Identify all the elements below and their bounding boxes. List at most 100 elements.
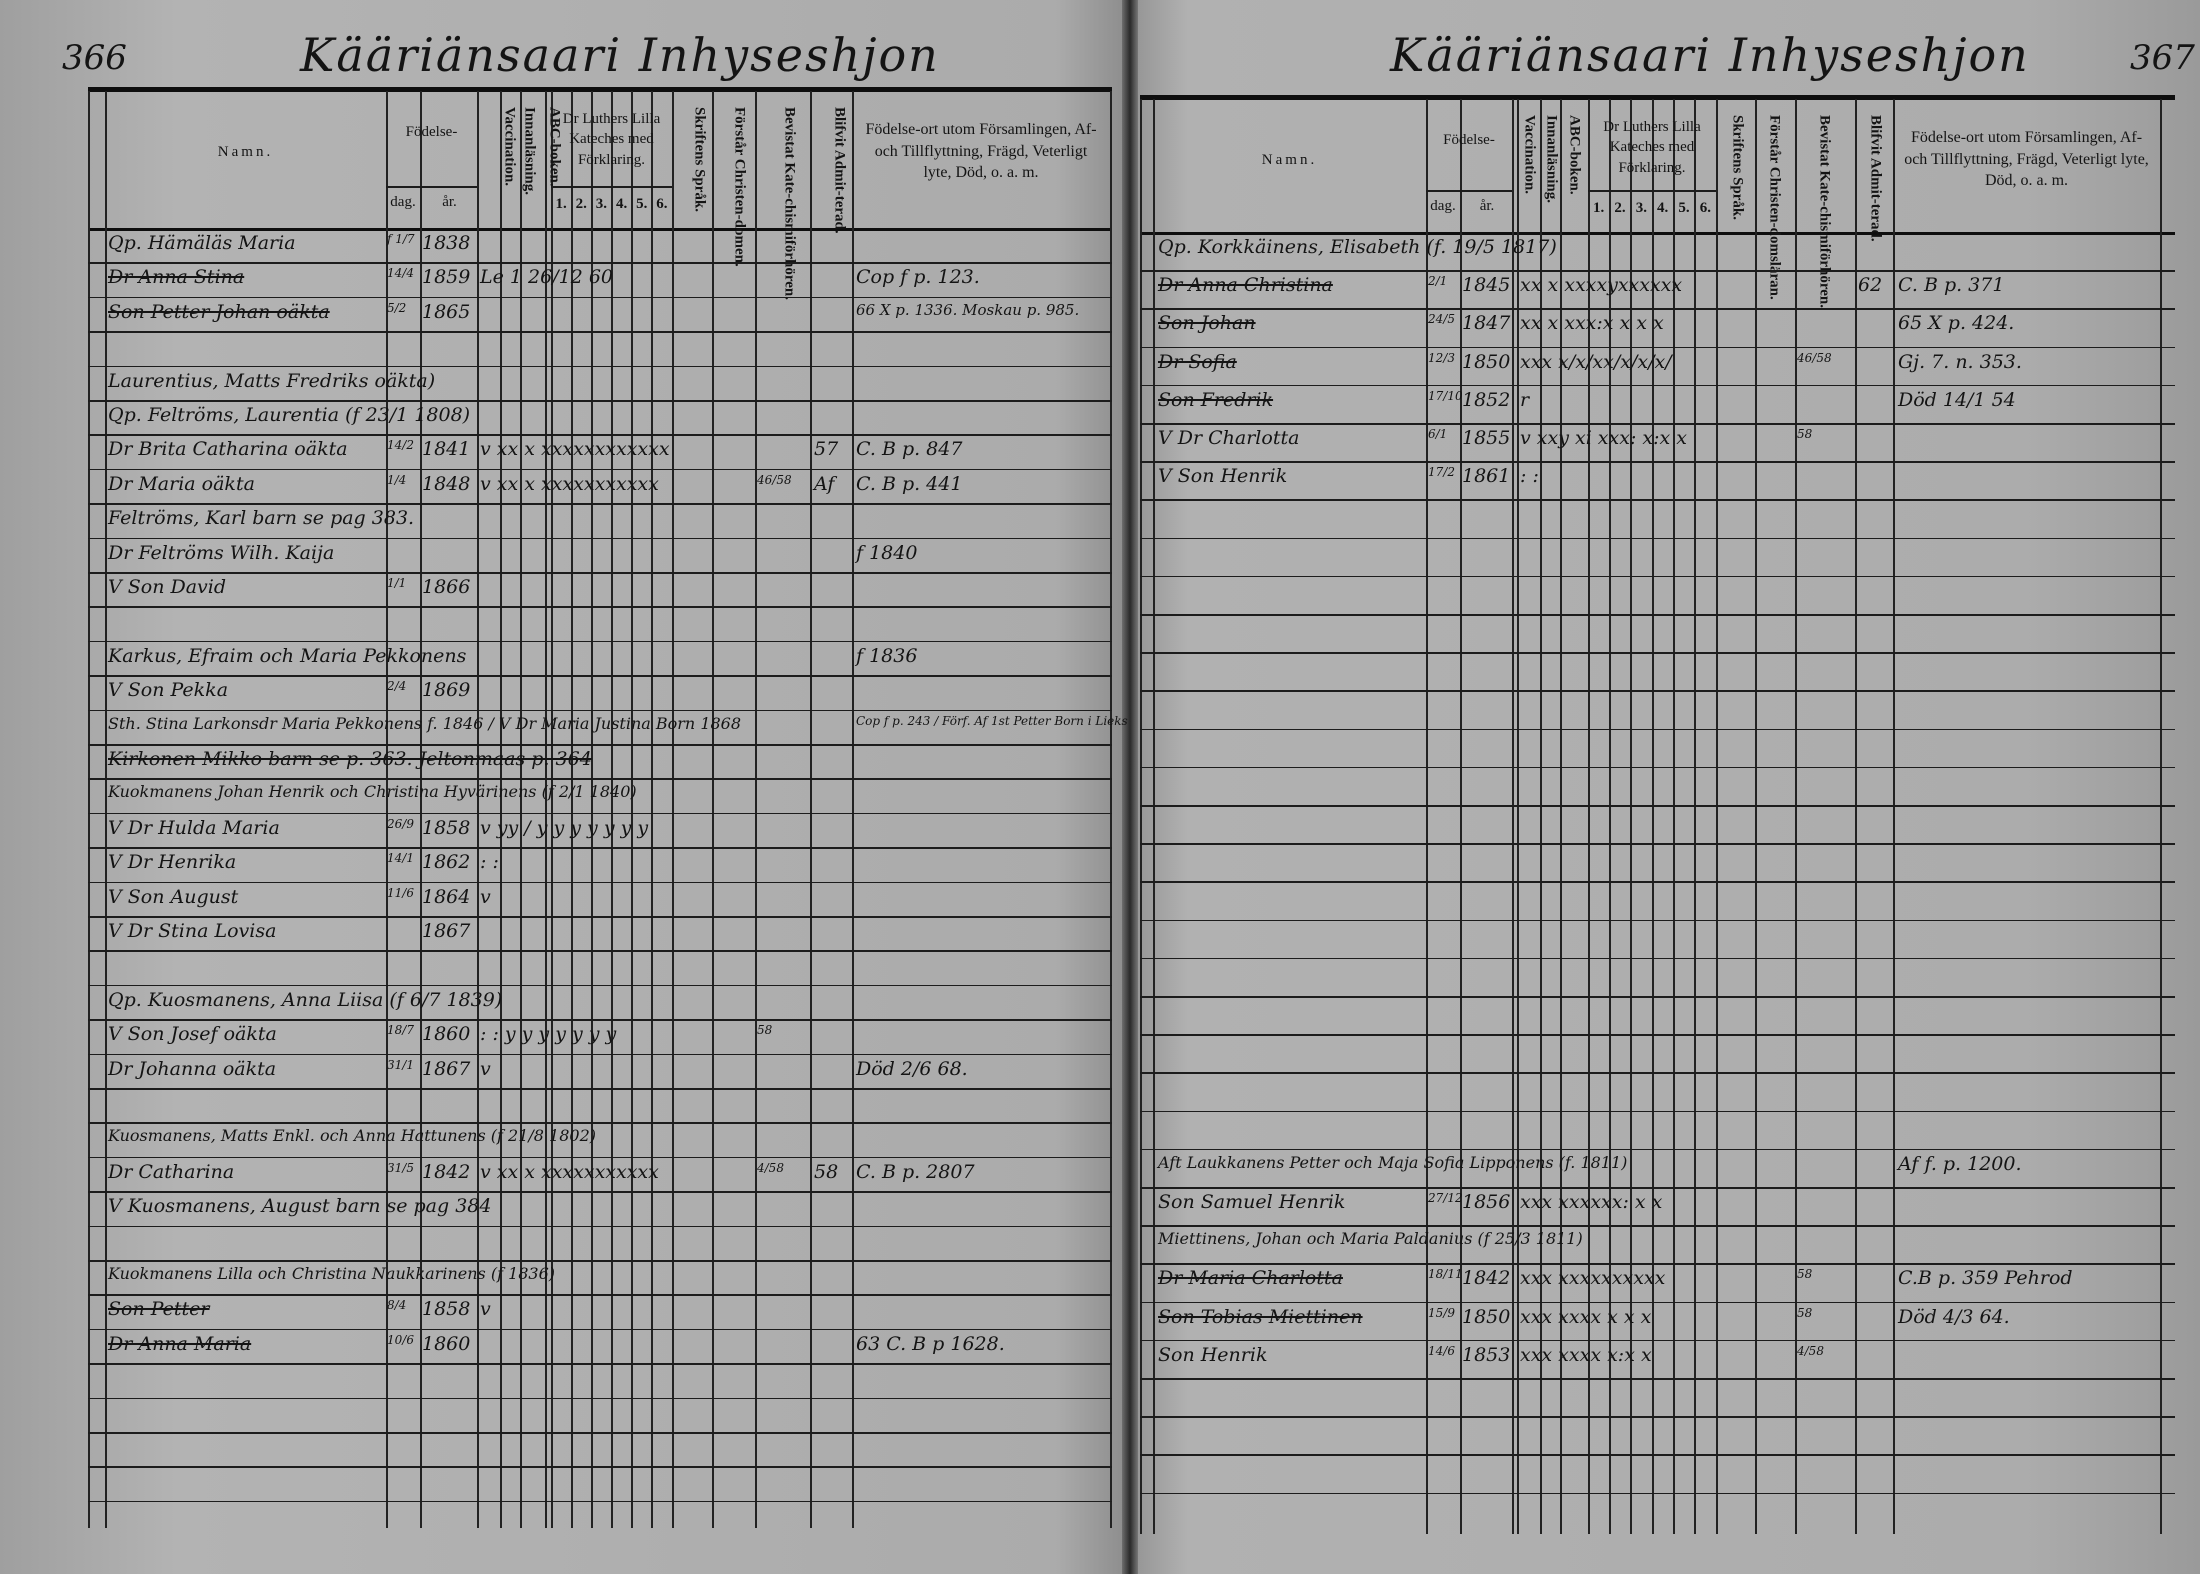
left-column-rule — [672, 91, 674, 1528]
left-column-rule — [755, 91, 757, 1528]
right-row-rule — [1140, 957, 2175, 960]
left-column-rule — [88, 91, 90, 1528]
right-row-rule — [1140, 690, 2175, 692]
left-row-rule — [88, 331, 1112, 333]
birth-year: 1847 — [1462, 312, 1511, 335]
right-row-rule — [1140, 270, 2175, 272]
right-column-rule — [1673, 99, 1675, 1534]
remarks: C. B p. 441 — [856, 472, 963, 495]
birth-day: 1/1 — [387, 576, 407, 590]
right-page-title: Kääriänsaari Inhyseshjon — [1390, 28, 2030, 82]
birth-day: 5/2 — [387, 300, 407, 315]
left-header-bevistat: Bevistat Kate-chismiförhören. — [781, 107, 798, 301]
left-column-rule — [651, 91, 653, 1528]
right-header-top-rule — [1140, 95, 2175, 100]
right-column-rule — [1517, 99, 1519, 1534]
right-header-fodelseort: Födelse-ort utom Församlingen, Af- och T… — [1904, 129, 2149, 190]
right-column-rule — [2160, 99, 2162, 1534]
right-page-number: 367 — [2130, 38, 2195, 78]
birth-year: 1860 — [422, 1332, 471, 1355]
register-entry-name: Son Samuel Henrik — [1158, 1191, 1346, 1213]
left-header-abc: ABC-boken. — [546, 107, 563, 187]
remarks: Cop f p. 123. — [856, 266, 980, 289]
left-row-rule — [88, 1466, 1112, 1468]
left-page-title: Kääriänsaari Inhyseshjon — [300, 28, 940, 82]
left-column-rule — [477, 91, 479, 1528]
left-row-rule — [88, 1328, 1112, 1331]
register-entry-name: Qp. Kuosmanens, Anna Liisa (f 6/7 1839) — [108, 988, 503, 1011]
right-header-luther-2: 2. — [1614, 200, 1626, 216]
catechism-marks: : : y y y y y y y — [480, 1023, 617, 1046]
right-row-rule — [1140, 575, 2175, 578]
right-column-rule — [1153, 99, 1155, 1534]
right-row-rule — [1140, 1072, 2175, 1074]
right-row-rule — [1140, 843, 2175, 845]
birth-day: 2/1 — [1428, 274, 1448, 289]
right-header-bevistat: Bevistat Kate-chismiförhören. — [1816, 115, 1833, 309]
remarks: Död 2/6 68. — [856, 1057, 968, 1080]
register-entry-name: Dr Maria oäkta — [108, 472, 255, 495]
right-header-luther-1: 1. — [1593, 200, 1605, 216]
right-header-namn: Namn. — [1261, 152, 1318, 168]
right-header-luther-6: 6. — [1699, 200, 1711, 216]
birth-day: 14/1 — [387, 851, 414, 866]
birth-year: 1869 — [422, 679, 471, 702]
right-column-rule — [1512, 99, 1514, 1534]
birth-year: 1850 — [1462, 1305, 1511, 1328]
left-row-rule — [88, 847, 1112, 849]
right-row-rule — [1140, 881, 2175, 883]
left-fodelse-subrule — [386, 186, 477, 188]
birth-year: 1845 — [1462, 274, 1511, 297]
left-row-rule — [88, 881, 1112, 884]
register-entry-name: Son Johan — [1158, 312, 1256, 335]
left-row-rule — [88, 675, 1112, 677]
remarks: 63 C. B p 1628. — [856, 1332, 1005, 1355]
left-header-fodelse: Födelse- — [405, 124, 458, 140]
birth-day: f 1/7 — [387, 232, 415, 246]
left-column-rule — [1110, 91, 1112, 1528]
left-row-rule — [88, 1260, 1112, 1262]
birth-day: 10/6 — [387, 1332, 414, 1347]
left-header-dag: dag. — [390, 194, 416, 210]
catechism-attendance: 58 — [1797, 1305, 1813, 1320]
birth-day: 18/7 — [387, 1023, 414, 1038]
register-entry-name: Dr Catharina — [108, 1160, 235, 1183]
right-column-rule — [1652, 99, 1654, 1534]
register-entry-name: Feltröms, Karl barn se pag 383. — [108, 507, 415, 530]
left-header-luther-3: 3. — [595, 196, 608, 212]
catechism-marks: xxx xxxxxxxxxx — [1520, 1267, 1666, 1290]
remarks: C.B p. 359 Pehrod — [1898, 1267, 2073, 1290]
register-entry-name: Kirkonen Mikko barn se p. 363. Jeltonmaa… — [108, 748, 592, 770]
register-entry-name: Qp. Korkkäinens, Elisabeth (f. 19/5 1817… — [1158, 236, 1557, 258]
catechism-attendance: 58 — [757, 1023, 773, 1038]
right-header-forstar: Förstår Christen-domsläran. — [1766, 115, 1783, 300]
left-row-rule — [88, 744, 1112, 746]
left-column-rule — [810, 91, 812, 1528]
right-header-skriftens: Skriftens Språk. — [1729, 115, 1746, 221]
register-entry-name: Kuokmanens Johan Henrik och Christina Hy… — [108, 782, 637, 802]
right-row-rule — [1140, 1034, 2175, 1036]
birth-year: 1856 — [1462, 1191, 1511, 1213]
register-entry-name: Kuokmanens Lilla och Christina Naukkarin… — [108, 1264, 556, 1283]
remarks: 66 X p. 1336. Moskau p. 985. — [856, 300, 1080, 319]
left-row-rule — [88, 365, 1112, 368]
birth-day: 14/6 — [1428, 1343, 1455, 1358]
birth-year: 1861 — [1462, 465, 1511, 488]
right-column-rule — [1540, 99, 1542, 1534]
birth-day: 14/2 — [387, 438, 414, 453]
catechism-marks: v xxy xi xxx: x:x x — [1520, 427, 1687, 449]
right-column-rule — [1716, 99, 1718, 1534]
remarks: Gj. 7. n. 353. — [1898, 350, 2022, 373]
register-entry-name: Sth. Stina Larkonsdr Maria Pekkonens f. … — [108, 713, 742, 733]
right-fodelse-subrule — [1426, 190, 1512, 192]
register-entry-name: Dr Johanna oäkta — [108, 1057, 277, 1080]
right-row-rule — [1140, 728, 2175, 731]
right-row-rule — [1140, 1492, 2175, 1495]
register-entry-name: V Son Josef oäkta — [108, 1023, 277, 1046]
left-column-rule — [591, 91, 593, 1528]
birth-year: 1864 — [422, 885, 471, 908]
birth-year: 1838 — [422, 232, 471, 254]
register-entry-name: Son Fredrik — [1158, 388, 1274, 411]
birth-day: 15/9 — [1428, 1305, 1455, 1320]
admitted: 57 — [814, 438, 839, 461]
